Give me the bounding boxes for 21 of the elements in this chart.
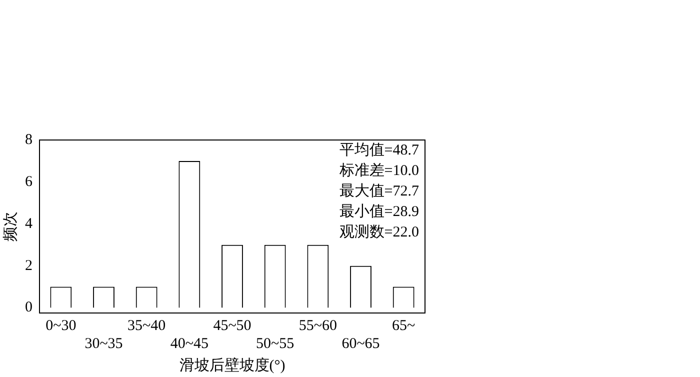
annotation: 平均值=48.7 xyxy=(339,141,420,158)
x-tick-label: 65~ xyxy=(392,318,416,334)
x-tick-label: 60~65 xyxy=(342,336,380,352)
y-tick-label: 4 xyxy=(25,216,33,232)
annotation: 最小值=28.9 xyxy=(339,202,419,220)
y-tick-label: 0 xyxy=(25,300,32,316)
y-tick-label: 8 xyxy=(25,132,32,148)
x-tick-label: 35~40 xyxy=(128,318,166,334)
x-tick-label: 55~60 xyxy=(298,318,337,334)
x-tick-label: 0~30 xyxy=(46,318,76,334)
x-axis-title: 滑坡后壁坡度(°) xyxy=(179,356,286,374)
y-tick-label: 6 xyxy=(25,174,33,190)
x-tick-label: 50~55 xyxy=(256,336,294,352)
y-axis-title: 频次 xyxy=(2,212,19,242)
y-tick-label: 2 xyxy=(25,258,32,274)
annotation: 观测数=22.0 xyxy=(339,223,419,240)
x-tick-label: 30~35 xyxy=(84,336,123,352)
x-tick-label: 40~45 xyxy=(170,336,208,352)
x-tick-label: 45~50 xyxy=(213,318,252,334)
annotation: 标准差=10.0 xyxy=(338,162,419,179)
annotation: 最大值=72.7 xyxy=(339,182,420,200)
